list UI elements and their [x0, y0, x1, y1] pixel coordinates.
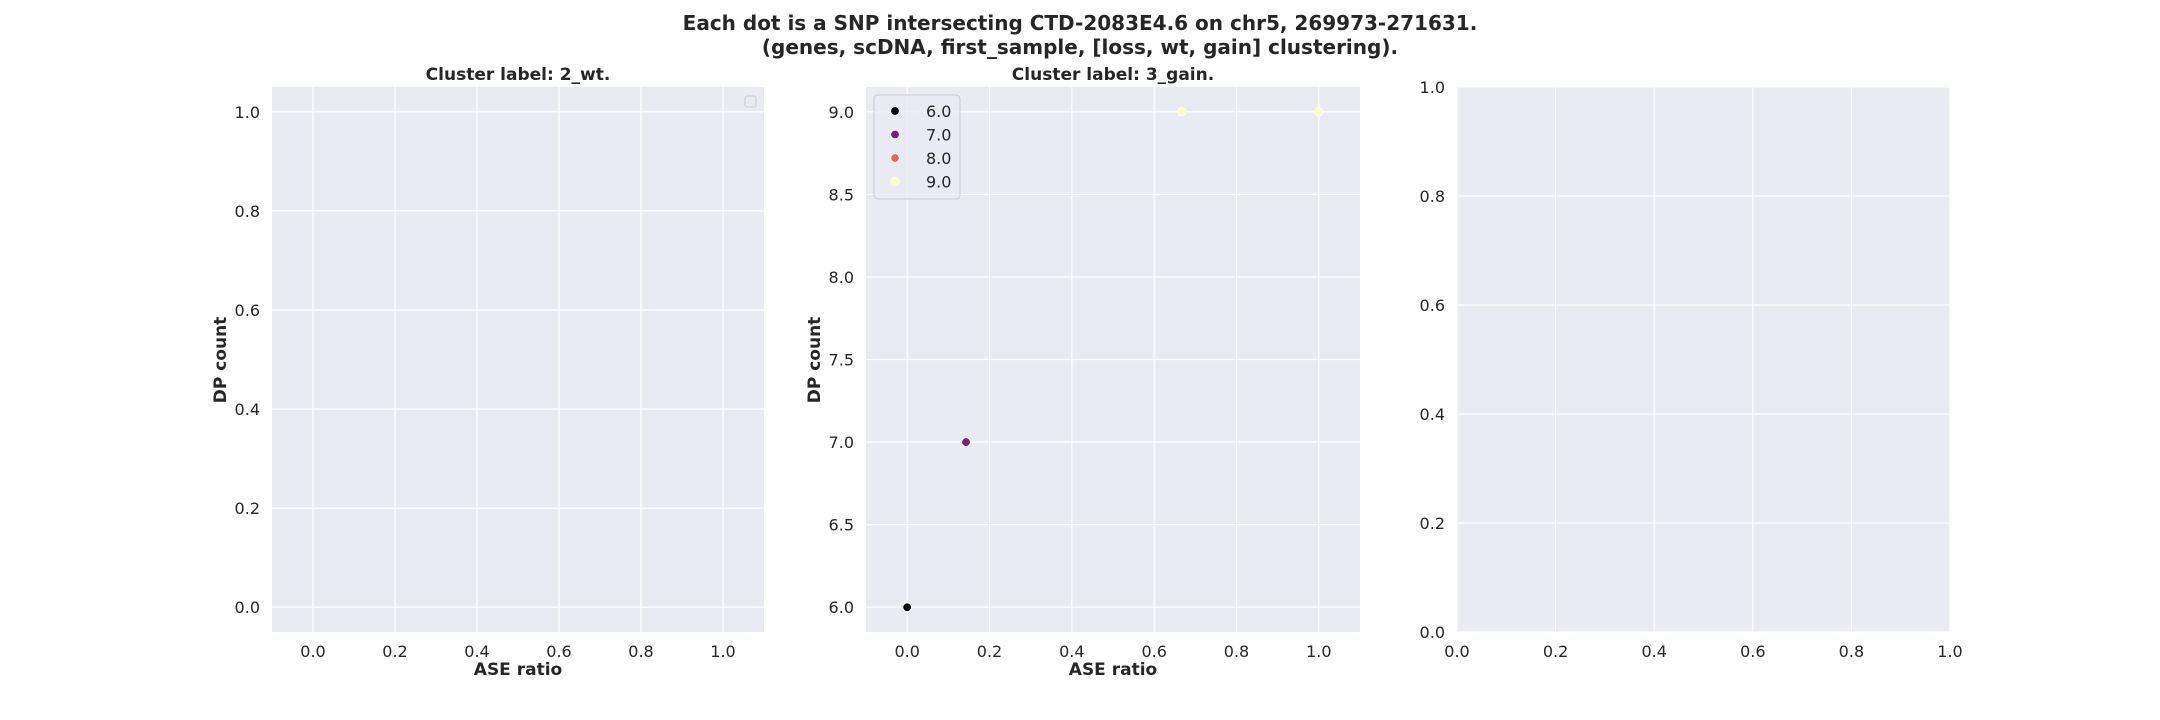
panel-2-x-tick-label: 0.8	[1224, 642, 1249, 661]
panel-3-x-tick-label: 0.2	[1543, 642, 1568, 661]
panel-2-y-tick-label: 8.5	[829, 185, 854, 204]
panel-2-legend-label: 8.0	[926, 149, 951, 168]
panel-2-marks	[902, 107, 1324, 612]
panel-3: 0.0 0.2 0.4 0.6 0.8 1.0 0.0 0.2 0.4 0.6 0.8 1.0	[1420, 78, 1963, 661]
panel-3-x-tick-label: 0.8	[1839, 642, 1864, 661]
panel-2-y-ticks: 6.0 6.5 7.0 7.5 8.0 8.5 9.0	[829, 103, 854, 617]
panel-2-title: Cluster label: 3_gain.	[1012, 65, 1214, 85]
panel-2-legend-marker	[890, 176, 900, 187]
panel-2-y-tick-label: 6.5	[829, 516, 854, 535]
panel-2-y-tick-label: 6.0	[829, 598, 854, 617]
panel-2-data-point	[1314, 107, 1324, 117]
panel-1-x-tick-label: 0.2	[382, 642, 407, 661]
panel-2-legend-marker	[890, 106, 900, 116]
panel-2-legend-label: 7.0	[926, 126, 951, 145]
panel-3-y-tick-label: 0.6	[1420, 296, 1445, 315]
panel-3-plot-area	[1457, 87, 1950, 632]
panel-2-legend-marker	[890, 129, 900, 140]
panel-3-x-tick-label: 0.6	[1740, 642, 1765, 661]
figure-title-line1: Each dot is a SNP intersecting CTD-2083E…	[683, 11, 1478, 35]
panel-2-legend: 6.0 7.0 8.0 9.0	[873, 94, 961, 200]
panel-2-y-axis-label: DP count	[805, 317, 825, 404]
panel-2-y-tick-label: 9.0	[829, 103, 854, 122]
panel-2-data-point	[961, 437, 971, 447]
panel-1-title: Cluster label: 2_wt.	[426, 65, 611, 85]
panel-2-legend-frame	[873, 94, 961, 200]
panel-3-y-tick-label: 0.8	[1420, 187, 1445, 206]
panel-2-x-tick-label: 0.6	[1141, 642, 1166, 661]
panel-3-grid	[1456, 86, 1951, 633]
panel-1-y-tick-label: 0.4	[235, 400, 260, 419]
figure-title-line2: (genes, scDNA, first_sample, [loss, wt, …	[762, 35, 1398, 59]
panel-1-x-tick-label: 0.0	[300, 642, 325, 661]
panel-1-y-ticks: 0.0 0.2 0.4 0.6 0.8 1.0	[235, 103, 260, 617]
panel-2-legend-marker	[890, 153, 900, 163]
panel-2-y-tick-label: 8.0	[829, 268, 854, 287]
panel-2-x-tick-label: 1.0	[1306, 642, 1331, 661]
panel-1-y-tick-label: 0.6	[235, 301, 260, 320]
panel-2-y-tick-label: 7.0	[829, 433, 854, 452]
panel-3-y-tick-label: 1.0	[1420, 78, 1445, 97]
panel-3-x-tick-label: 1.0	[1937, 642, 1962, 661]
panel-2-x-ticks: 0.0 0.2 0.4 0.6 0.8 1.0	[894, 642, 1331, 661]
panel-3-x-tick-label: 0.0	[1444, 642, 1469, 661]
panel-1-y-tick-label: 0.0	[235, 598, 260, 617]
panel-1-y-axis-label: DP count	[211, 317, 231, 404]
panel-1-y-tick-label: 0.2	[235, 499, 260, 518]
panel-1-plot-area	[272, 87, 764, 632]
panel-1-x-axis-label: ASE ratio	[474, 660, 562, 680]
panel-2-legend-label: 9.0	[926, 173, 951, 192]
panel-2-data-point	[902, 602, 912, 612]
panel-3-x-ticks: 0.0 0.2 0.4 0.6 0.8 1.0	[1444, 642, 1962, 661]
panel-1-x-tick-label: 1.0	[710, 642, 735, 661]
panel-1-empty-legend	[744, 95, 757, 108]
panel-2-legend-label: 6.0	[926, 102, 951, 121]
panel-1-y-tick-label: 0.8	[235, 202, 260, 221]
panel-2: 0.0 0.2 0.4 0.6 0.8 1.0 6.0 6.5 7.0 7.5 8.0 8.5 9.0…	[805, 65, 1360, 680]
panel-2-y-tick-label: 7.5	[829, 351, 854, 370]
panel-2-x-tick-label: 0.4	[1059, 642, 1084, 661]
panel-2-x-tick-label: 0.0	[894, 642, 919, 661]
panel-2-x-axis-label: ASE ratio	[1069, 660, 1157, 680]
panel-1-x-tick-label: 0.6	[546, 642, 571, 661]
panel-3-y-ticks: 0.0 0.2 0.4 0.6 0.8 1.0	[1420, 78, 1445, 642]
panel-2-x-tick-label: 0.2	[977, 642, 1002, 661]
panel-3-y-tick-label: 0.0	[1420, 623, 1445, 642]
panel-2-data-point	[1177, 107, 1187, 117]
panel-1: 0.0 0.2 0.4 0.6 0.8 1.0 0.0 0.2 0.4 0.6 0.8 1.0 Cl…	[211, 65, 764, 680]
panel-3-y-tick-label: 0.4	[1420, 405, 1445, 424]
panel-1-x-tick-label: 0.8	[628, 642, 653, 661]
panel-1-grid	[272, 87, 764, 632]
panel-1-x-tick-label: 0.4	[464, 642, 489, 661]
panel-1-x-ticks: 0.0 0.2 0.4 0.6 0.8 1.0	[300, 642, 735, 661]
panel-3-x-tick-label: 0.4	[1641, 642, 1666, 661]
panel-1-y-tick-label: 1.0	[235, 103, 260, 122]
panel-3-y-tick-label: 0.2	[1420, 514, 1445, 533]
